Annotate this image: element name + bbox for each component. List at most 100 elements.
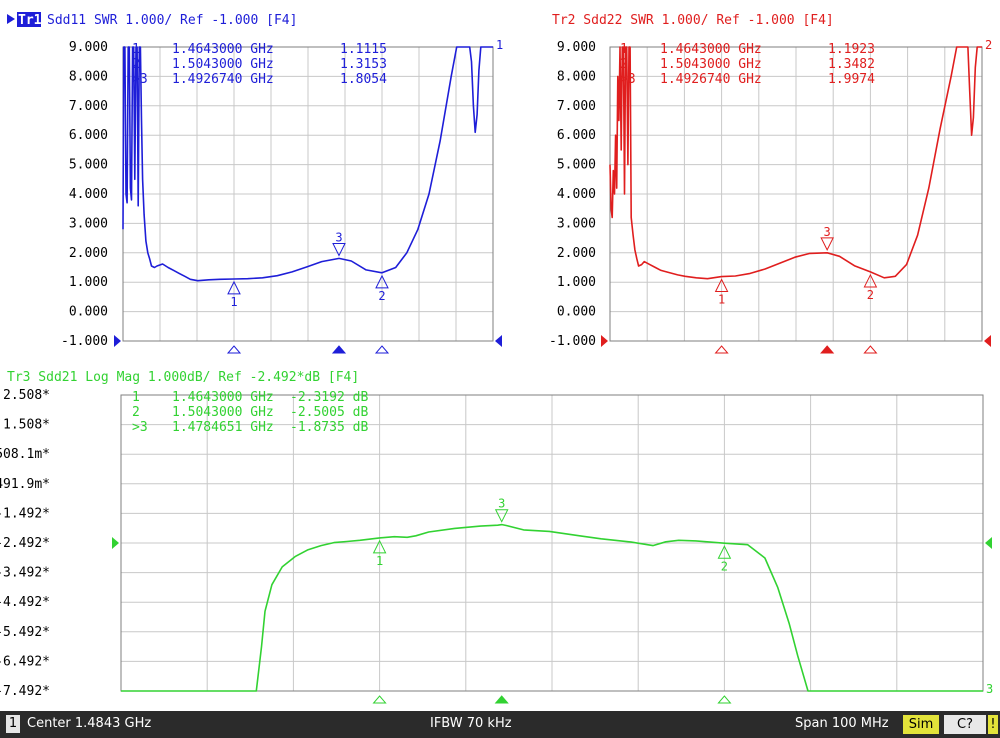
trace-line <box>609 46 982 280</box>
y-tick-label: 2.508* <box>3 388 50 403</box>
trace-end-label: 2 <box>985 38 992 52</box>
marker-table-id: 2 <box>132 405 140 420</box>
ref-level-right-icon <box>984 335 991 347</box>
y-tick-label: -4.492* <box>0 595 50 610</box>
y-tick-label: -2.492* <box>0 536 50 551</box>
y-tick-label: 0.000 <box>69 305 108 320</box>
marker-table-value: 1.1115 <box>340 42 387 57</box>
y-tick-label: 1.508* <box>3 418 50 433</box>
y-tick-label: 2.000 <box>69 246 108 261</box>
marker-axis-icon <box>331 345 347 354</box>
ref-level-left-icon <box>112 537 119 549</box>
trace1-plot: 9.000 8.000 7.000 6.000 5.000 4.000 3.000 2.000… <box>61 38 503 354</box>
y-tick-label: 508.1m* <box>0 447 50 462</box>
status-bar: 1 Center 1.4843 GHz IFBW 70 kHz Span 100… <box>0 711 1000 738</box>
trace-end-label: 3 <box>986 682 993 696</box>
marker-triangle-icon <box>372 539 387 554</box>
y-tick-label: 7.000 <box>69 99 108 114</box>
marker-axis-icon <box>372 695 387 704</box>
trace2-plot: 9.000 8.000 7.000 6.000 5.000 4.000 3.000 2.000… <box>549 38 992 354</box>
marker-triangle-icon <box>375 274 389 289</box>
ref-level-right-icon <box>495 335 502 347</box>
y-tick-label: 1.000 <box>557 275 596 290</box>
marker-triangle-icon <box>494 509 509 523</box>
marker-triangle-icon <box>863 273 878 288</box>
y-tick-label: 9.000 <box>69 40 108 55</box>
ref-level-left-icon <box>114 335 121 347</box>
y-tick-label: -491.9m* <box>0 477 50 492</box>
active-trace-arrow-icon <box>7 14 15 24</box>
center-frequency[interactable]: Center 1.4843 GHz <box>27 716 152 731</box>
marker-axis-icon <box>226 345 242 354</box>
marker-label: 1 <box>230 295 237 309</box>
marker-table-frequency: 1.5043000 GHz <box>172 405 274 420</box>
marker-table-id: 1 <box>620 42 628 57</box>
marker-table-id: 2 <box>132 57 140 72</box>
marker-label: 1 <box>376 554 383 568</box>
marker-label: 3 <box>498 497 505 511</box>
marker-axis-icon <box>374 345 390 354</box>
y-tick-label: -6.492* <box>0 654 50 669</box>
y-tick-label: 1.000 <box>69 275 108 290</box>
marker-table-value: -1.8735 dB <box>290 420 368 435</box>
span-frequency[interactable]: Span 100 MHz <box>795 716 889 731</box>
marker-table-frequency: 1.4926740 GHz <box>660 72 762 87</box>
marker-axis-icon <box>494 695 509 704</box>
y-tick-label: 8.000 <box>69 69 108 84</box>
marker-label: 2 <box>867 288 874 302</box>
y-tick-label: -1.000 <box>549 334 596 349</box>
y-tick-label: 6.000 <box>557 128 596 143</box>
marker-triangle-icon <box>332 243 346 257</box>
marker-table-value: 1.9974 <box>828 72 875 87</box>
trace-end-label: 1 <box>496 38 503 52</box>
y-tick-label: 4.000 <box>557 187 596 202</box>
y-tick-label: 5.000 <box>69 158 108 173</box>
ref-level-right-icon <box>985 537 992 549</box>
marker-table-frequency: 1.4643000 GHz <box>172 390 274 405</box>
y-tick-label: 4.000 <box>69 187 108 202</box>
y-tick-label: -5.492* <box>0 625 50 640</box>
channel-indicator[interactable]: 1 <box>6 715 20 733</box>
marker-table-value: 1.1923 <box>828 42 875 57</box>
marker-table-id: >3 <box>132 72 148 87</box>
marker-table-frequency: 1.5043000 GHz <box>172 57 274 72</box>
trace1-title: Sdd11 SWR 1.000/ Ref -1.000 [F4] <box>47 13 297 28</box>
trace1-header[interactable]: Tr1 Sdd11 SWR 1.000/ Ref -1.000 [F4] <box>7 12 297 28</box>
trace3-plot: 2.508* 1.508* 508.1m* -491.9m* -1.492* -2.492… <box>0 388 993 704</box>
trace-line <box>121 523 983 692</box>
marker-triangle-icon <box>227 280 241 295</box>
trace1-id: Tr1 <box>18 13 42 28</box>
marker-label: 2 <box>721 559 728 573</box>
y-tick-label: 6.000 <box>69 128 108 143</box>
marker-table-frequency: 1.4784651 GHz <box>172 420 274 435</box>
y-tick-label: 8.000 <box>557 69 596 84</box>
marker-table-id: >3 <box>620 72 636 87</box>
y-tick-label: -1.492* <box>0 506 50 521</box>
if-bandwidth[interactable]: IFBW 70 kHz <box>430 716 512 731</box>
marker-axis-icon <box>714 345 729 354</box>
screen-background <box>0 0 1000 711</box>
y-tick-label: 3.000 <box>557 216 596 231</box>
marker-axis-icon <box>863 345 878 354</box>
marker-table-value: 1.3482 <box>828 57 875 72</box>
warning-indicator[interactable]: ! <box>988 715 998 734</box>
marker-table-id: >3 <box>132 420 148 435</box>
trace3-title[interactable]: Tr3 Sdd21 Log Mag 1.000dB/ Ref -2.492*dB… <box>7 370 359 385</box>
y-tick-label: 3.000 <box>69 216 108 231</box>
sim-indicator[interactable]: Sim <box>903 715 939 734</box>
marker-triangle-icon <box>714 278 729 293</box>
marker-table-value: -2.5005 dB <box>290 405 368 420</box>
y-tick-label: 0.000 <box>557 305 596 320</box>
marker-table-id: 2 <box>620 57 628 72</box>
marker-table-frequency: 1.4926740 GHz <box>172 72 274 87</box>
plot-frame <box>120 394 984 692</box>
y-tick-label: -7.492* <box>0 684 50 699</box>
marker-triangle-icon <box>820 237 834 251</box>
marker-table-value: 1.3153 <box>340 57 387 72</box>
marker-label: 3 <box>824 225 831 239</box>
trace-line <box>122 46 493 282</box>
correction-indicator[interactable]: C? <box>944 715 986 734</box>
y-tick-label: 2.000 <box>557 246 596 261</box>
trace2-title[interactable]: Tr2 Sdd22 SWR 1.000/ Ref -1.000 [F4] <box>552 13 834 28</box>
y-tick-label: 5.000 <box>557 158 596 173</box>
